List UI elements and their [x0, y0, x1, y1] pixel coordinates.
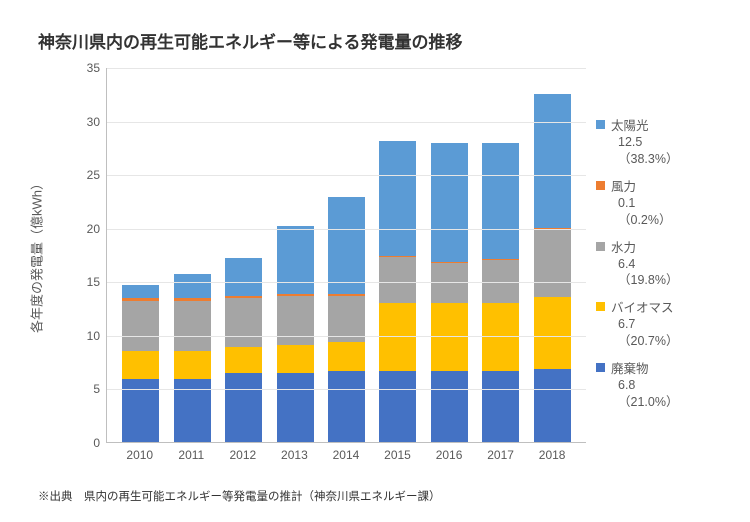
bar: [431, 143, 468, 442]
bar-segment-hydro: [225, 298, 262, 346]
x-tick-label: 2016: [431, 448, 468, 462]
x-tick-label: 2018: [534, 448, 571, 462]
gridline: [107, 389, 586, 390]
gridline: [107, 175, 586, 176]
bar-segment-solar: [225, 258, 262, 297]
bar-segment-biomass: [482, 303, 519, 372]
bar-segment-biomass: [431, 303, 468, 372]
bar-segment-hydro: [534, 229, 571, 298]
x-tick-label: 2010: [121, 448, 158, 462]
x-tick-label: 2013: [276, 448, 313, 462]
legend-pct: （21.0%）: [618, 394, 746, 411]
bar: [122, 285, 159, 442]
legend-swatch-waste: [596, 363, 605, 372]
bar-segment-waste: [122, 379, 159, 442]
legend-item-biomass: バイオマス6.7（20.7%）: [596, 297, 746, 350]
legend-pct: （20.7%）: [618, 333, 746, 350]
bar-segment-biomass: [225, 347, 262, 374]
bar-segment-biomass: [328, 342, 365, 371]
bar-segment-waste: [174, 379, 211, 442]
bar: [379, 141, 416, 442]
y-axis-title: 各年度の発電量（億kWh）: [27, 177, 46, 333]
legend-value: 6.4: [618, 256, 746, 273]
legend-value: 6.8: [618, 377, 746, 394]
gridline: [107, 68, 586, 69]
legend-swatch-solar: [596, 120, 605, 129]
bar-segment-solar: [379, 141, 416, 256]
bar-segment-hydro: [277, 296, 314, 344]
y-axis-ticks: 05101520253035: [70, 68, 100, 443]
bar-segment-waste: [482, 371, 519, 442]
plot-area: [106, 68, 586, 443]
bar-segment-waste: [225, 373, 262, 442]
bar-segment-hydro: [174, 301, 211, 351]
x-tick-label: 2014: [327, 448, 364, 462]
gridline: [107, 122, 586, 123]
bar-segment-waste: [277, 373, 314, 442]
legend-label: 太陽光: [611, 115, 649, 134]
bar-segment-waste: [431, 371, 468, 442]
legend-item-wind: 風力0.1（0.2%）: [596, 176, 746, 229]
bar-segment-solar: [482, 143, 519, 259]
bar-segment-biomass: [379, 303, 416, 372]
legend-value: 6.7: [618, 316, 746, 333]
legend-pct: （19.8%）: [618, 272, 746, 289]
x-tick-label: 2011: [173, 448, 210, 462]
bar-segment-biomass: [122, 351, 159, 379]
legend: 太陽光12.5（38.3%） 風力0.1（0.2%） 水力6.4（19.8%） バイオ…: [596, 115, 746, 419]
x-tick-label: 2015: [379, 448, 416, 462]
gridline: [107, 282, 586, 283]
gridline: [107, 229, 586, 230]
bar: [328, 197, 365, 442]
y-tick-label: 0: [93, 436, 100, 450]
bar-segment-hydro: [122, 301, 159, 351]
bar-segment-solar: [174, 274, 211, 299]
legend-label: 風力: [611, 176, 636, 195]
legend-swatch-wind: [596, 181, 605, 190]
bar-segment-solar: [122, 285, 159, 299]
x-tick-label: 2017: [482, 448, 519, 462]
bars-container: [107, 68, 586, 442]
source-note: ※出典 県内の再生可能エネルギー等発電量の推計（神奈川県エネルギー課）: [38, 488, 441, 504]
legend-swatch-biomass: [596, 302, 605, 311]
gridline: [107, 336, 586, 337]
bar: [225, 258, 262, 442]
x-tick-label: 2012: [224, 448, 261, 462]
y-tick-label: 35: [87, 61, 100, 75]
y-tick-label: 30: [87, 115, 100, 129]
legend-label: 水力: [611, 237, 636, 256]
x-axis-ticks: 2010 2011 2012 2013 2014 2015 2016 2017 2018: [106, 448, 586, 462]
legend-value: 0.1: [618, 195, 746, 212]
legend-item-waste: 廃棄物6.8（21.0%）: [596, 358, 746, 411]
bar-segment-solar: [277, 226, 314, 295]
legend-pct: （0.2%）: [618, 212, 746, 229]
bar: [482, 143, 519, 442]
y-tick-label: 20: [87, 222, 100, 236]
bar-segment-waste: [328, 371, 365, 442]
chart-title: 神奈川県内の再生可能エネルギー等による発電量の推移: [38, 28, 463, 53]
legend-label: 廃棄物: [611, 358, 649, 377]
bar-segment-waste: [534, 369, 571, 442]
y-tick-label: 10: [87, 329, 100, 343]
bar-segment-waste: [379, 371, 416, 442]
bar: [277, 226, 314, 442]
bar-segment-solar: [431, 143, 468, 262]
bar: [174, 274, 211, 442]
legend-label: バイオマス: [611, 297, 674, 316]
legend-swatch-hydro: [596, 242, 605, 251]
legend-item-solar: 太陽光12.5（38.3%）: [596, 115, 746, 168]
y-tick-label: 5: [93, 382, 100, 396]
bar-segment-solar: [328, 197, 365, 295]
legend-value: 12.5: [618, 134, 746, 151]
y-tick-label: 15: [87, 275, 100, 289]
bar-segment-solar: [534, 94, 571, 228]
bar-segment-biomass: [277, 345, 314, 374]
bar-segment-hydro: [379, 257, 416, 303]
legend-item-hydro: 水力6.4（19.8%）: [596, 237, 746, 290]
bar-segment-biomass: [534, 297, 571, 369]
bar-segment-biomass: [174, 351, 211, 379]
legend-pct: （38.3%）: [618, 151, 746, 168]
y-tick-label: 25: [87, 168, 100, 182]
